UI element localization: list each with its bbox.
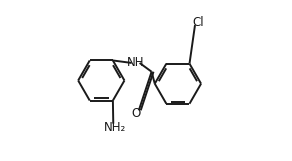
Text: NH₂: NH₂	[104, 121, 126, 134]
Text: NH: NH	[127, 56, 144, 69]
Text: O: O	[132, 107, 141, 120]
Text: Cl: Cl	[192, 16, 204, 29]
